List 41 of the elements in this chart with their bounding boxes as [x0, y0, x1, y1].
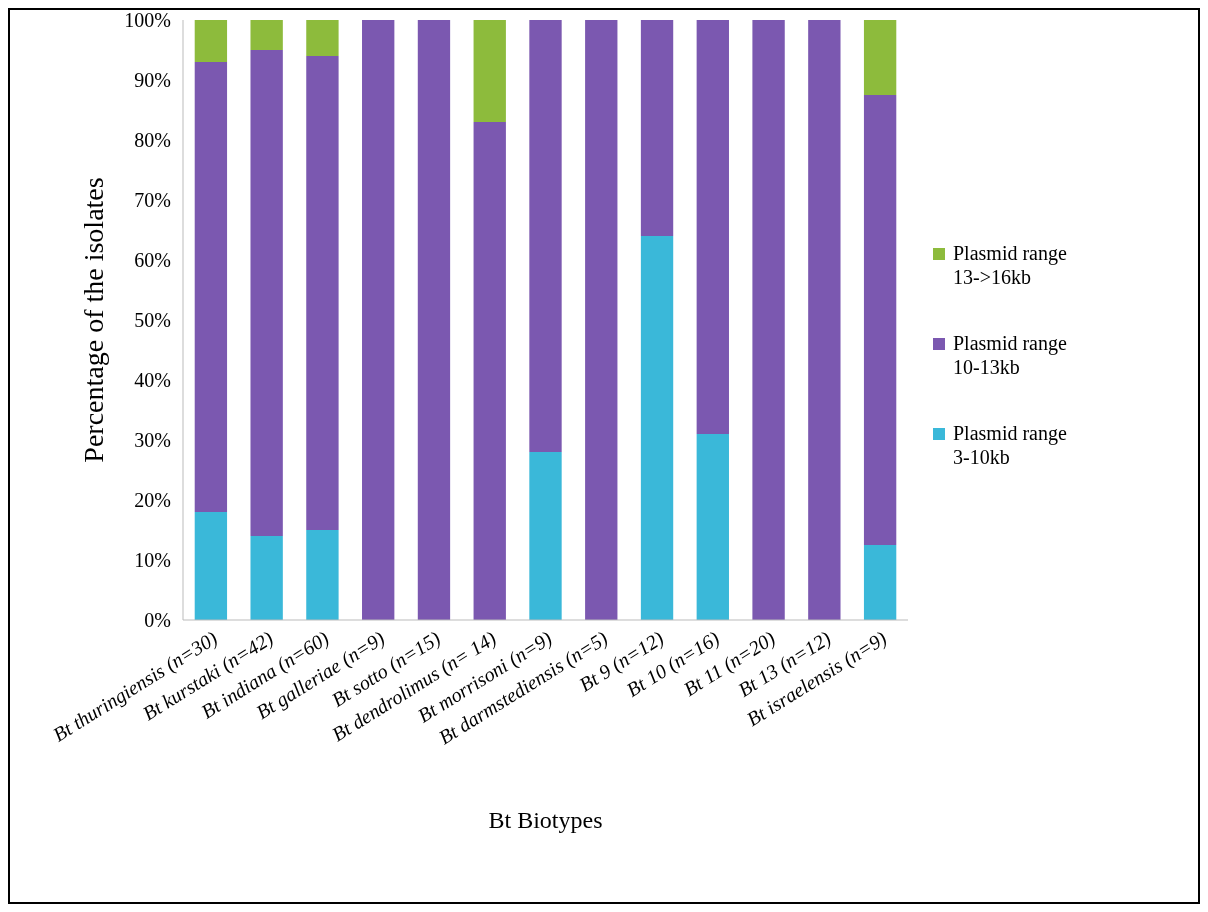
legend-label: Plasmid range 3-10kb: [953, 422, 1067, 468]
bar: [306, 20, 339, 56]
y-tick-label: 70%: [134, 189, 171, 211]
y-axis-title: Percentage of the isolates: [78, 177, 109, 463]
bar: [696, 434, 729, 620]
bar: [529, 452, 562, 620]
bar: [250, 536, 283, 620]
bar: [696, 20, 729, 434]
y-tick-label: 20%: [134, 489, 171, 511]
y-tick-label: 0%: [144, 609, 171, 631]
bar: [863, 545, 897, 620]
y-tick-label: 60%: [134, 249, 171, 271]
bar: [863, 95, 897, 545]
x-axis-title: Bt Biotypes: [488, 807, 603, 833]
y-tick-label: 30%: [134, 429, 171, 451]
bar: [585, 20, 618, 620]
bar: [362, 20, 395, 620]
y-tick-label: 80%: [134, 129, 171, 151]
legend-label: Plasmid range 10-13kb: [953, 332, 1067, 378]
bar: [808, 20, 841, 620]
y-tick-label: 50%: [134, 309, 171, 331]
bar: [250, 50, 283, 536]
bar: [752, 20, 785, 620]
bar: [473, 122, 506, 620]
bar: [250, 20, 283, 50]
bar: [640, 236, 674, 620]
bar: [417, 20, 451, 620]
bar: [306, 530, 339, 620]
y-tick-label: 100%: [124, 9, 171, 31]
bar: [640, 20, 674, 236]
y-tick-label: 10%: [134, 549, 171, 571]
y-tick-label: 90%: [134, 69, 171, 91]
bar: [194, 62, 228, 512]
bar: [306, 56, 339, 530]
bar: [194, 20, 228, 62]
legend-label: Plasmid range 13->16kb: [953, 242, 1067, 288]
y-tick-label: 40%: [134, 369, 171, 391]
bar: [194, 512, 228, 620]
bar: [473, 20, 506, 122]
bar: [863, 20, 897, 95]
bar: [529, 20, 562, 452]
